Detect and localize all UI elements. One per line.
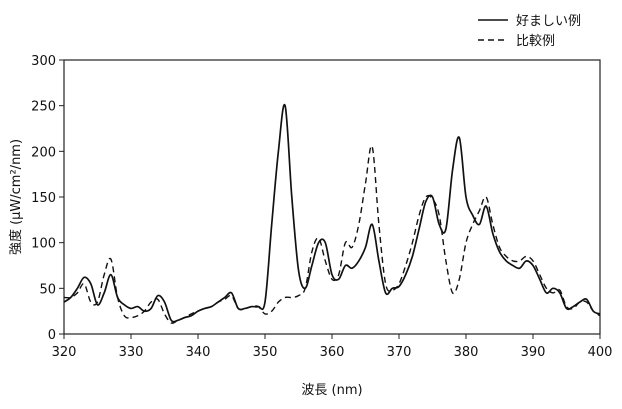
x-tick-label: 320: [52, 345, 77, 360]
y-tick-label: 150: [31, 191, 56, 206]
x-tick-label: 330: [119, 345, 144, 360]
y-tick-label: 250: [31, 100, 56, 115]
y-tick-label: 100: [31, 237, 56, 252]
y-tick-label: 0: [48, 328, 56, 343]
legend-label-comparison: 比較例: [516, 34, 555, 49]
x-tick-label: 380: [454, 345, 479, 360]
y-tick-label: 50: [39, 282, 56, 297]
x-tick-label: 370: [387, 345, 412, 360]
plot-area: [64, 60, 600, 334]
x-tick-label: 390: [521, 345, 546, 360]
x-tick-label: 340: [186, 345, 211, 360]
legend: 好ましい例 比較例: [478, 14, 581, 49]
x-tick-label: 360: [320, 345, 345, 360]
y-axis-title: 強度 (μW/cm²/nm): [8, 139, 24, 255]
y-tick-label: 300: [31, 54, 56, 69]
x-axis: 320 330 340 350 360 370 380 390 400: [52, 334, 613, 360]
y-tick-label: 200: [31, 145, 56, 160]
x-axis-title: 波長 (nm): [301, 383, 362, 398]
x-tick-label: 350: [253, 345, 278, 360]
x-tick-label: 400: [588, 345, 613, 360]
y-axis: 0 50 100 150 200 250 300: [31, 54, 64, 343]
legend-label-preferred: 好ましい例: [516, 14, 581, 29]
